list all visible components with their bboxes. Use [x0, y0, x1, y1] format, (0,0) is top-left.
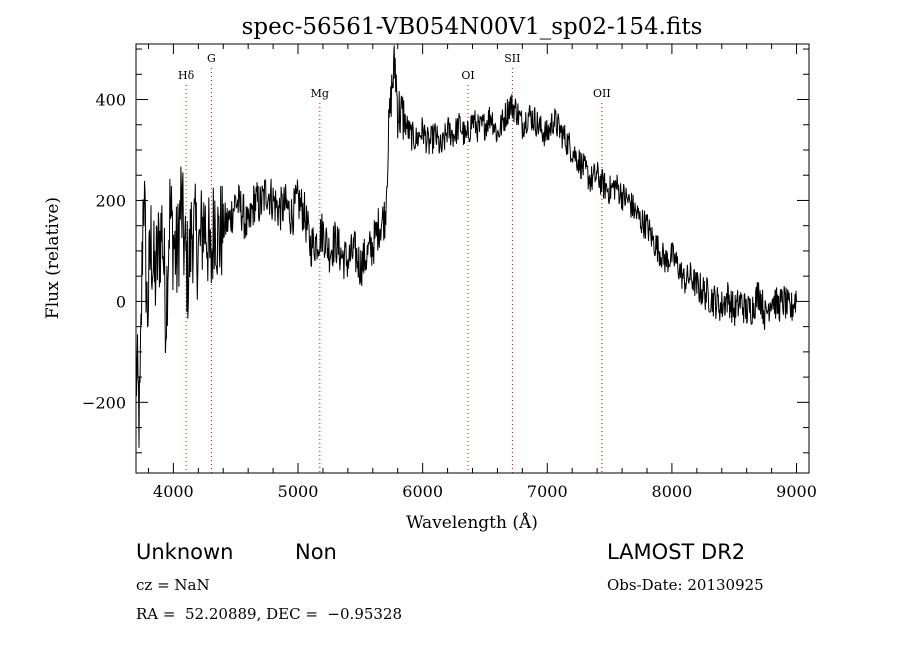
- x-tick-label: 7000: [527, 482, 568, 501]
- y-axis-label: Flux (relative): [43, 197, 63, 319]
- spectrum-line: [135, 45, 797, 448]
- spectral-line-label: OI: [461, 69, 474, 82]
- x-axis-label: Wavelength (Å): [406, 512, 538, 533]
- x-tick-label: 5000: [278, 482, 319, 501]
- x-tick-label: 8000: [652, 482, 693, 501]
- coordinates: RA = 52.20889, DEC = −0.95328: [136, 605, 403, 623]
- survey-name: LAMOST DR2: [607, 540, 746, 564]
- observation-date: Obs-Date: 20130925: [607, 576, 764, 594]
- spectral-line-label: OII: [593, 87, 611, 100]
- x-tick-label: 9000: [776, 482, 817, 501]
- spectral-line-label: SII: [504, 52, 520, 65]
- x-tick-label: 4000: [153, 482, 194, 501]
- spectral-line-label: Hδ: [178, 69, 195, 82]
- y-tick-label: 400: [95, 91, 126, 110]
- chart-title: spec-56561-VB054N00V1_sp02-154.fits: [242, 14, 703, 40]
- plot-frame: [135, 43, 810, 474]
- spectral-line-label: G: [207, 52, 216, 65]
- spectral-line-label: Mg: [311, 87, 329, 100]
- spectral-subclass: Non: [295, 540, 337, 564]
- y-tick-label: 0: [116, 292, 126, 311]
- x-tick-label: 6000: [402, 482, 443, 501]
- redshift-value: cz = NaN: [136, 576, 210, 594]
- y-tick-label: −200: [82, 393, 126, 412]
- spectral-class: Unknown: [136, 540, 234, 564]
- y-tick-label: 200: [95, 191, 126, 210]
